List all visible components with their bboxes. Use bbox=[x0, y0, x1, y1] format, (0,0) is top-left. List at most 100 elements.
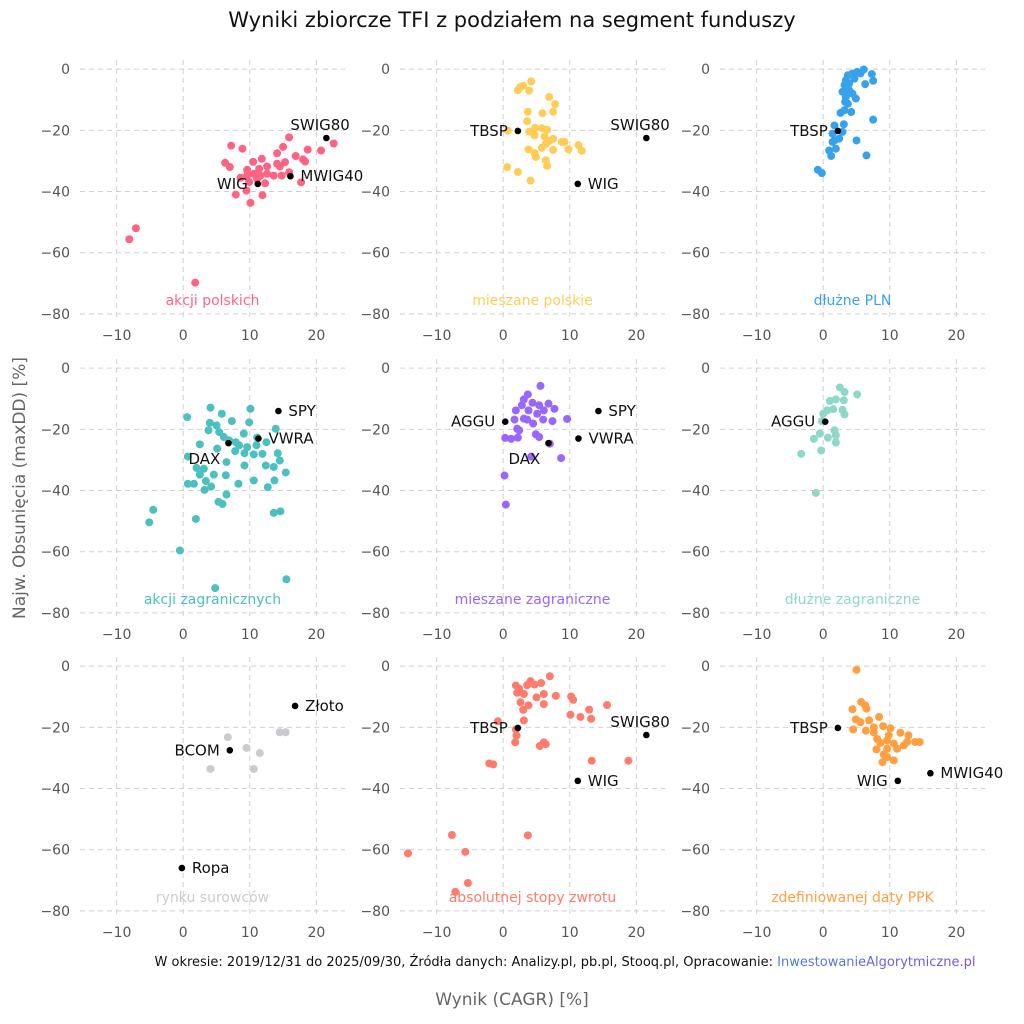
benchmark-point bbox=[834, 127, 842, 135]
y-tick-label: −20 bbox=[360, 422, 390, 438]
fund-point bbox=[131, 224, 140, 233]
fund-point bbox=[249, 764, 258, 773]
panel-6: −10 0 10 20 0 −20 −40 −60 −80 dłużne zagraniczne A… bbox=[680, 359, 985, 643]
fund-point bbox=[275, 456, 284, 465]
fund-point bbox=[574, 141, 583, 150]
x-axis-label: Wynik (CAGR) [%] bbox=[435, 990, 589, 1010]
fund-point bbox=[587, 714, 596, 723]
fund-point bbox=[869, 76, 878, 85]
y-tick-label: −20 bbox=[40, 123, 70, 139]
y-tick-label: −40 bbox=[680, 782, 710, 798]
fund-point bbox=[904, 731, 913, 740]
fund-point bbox=[269, 462, 278, 471]
fund-point bbox=[527, 77, 536, 86]
x-tick-label: 20 bbox=[947, 925, 965, 941]
fund-point bbox=[516, 698, 525, 707]
fund-point bbox=[519, 716, 528, 725]
footer-link[interactable]: InwestowanieAlgorytmiczne.pl bbox=[777, 955, 976, 970]
fund-point bbox=[899, 741, 908, 750]
fund-point bbox=[222, 458, 231, 467]
fund-point bbox=[535, 433, 544, 441]
fund-point bbox=[192, 463, 201, 472]
x-tick-label: 0 bbox=[179, 328, 188, 344]
y-tick-label: 0 bbox=[381, 62, 390, 78]
benchmark-point bbox=[254, 180, 262, 188]
benchmark-point bbox=[178, 864, 186, 872]
benchmark-label: VWRA bbox=[588, 430, 634, 448]
benchmark-point bbox=[514, 127, 522, 135]
y-tick-label: −20 bbox=[680, 422, 710, 438]
benchmark-label: TBSP bbox=[469, 719, 508, 737]
benchmark-point bbox=[255, 435, 262, 442]
fund-point bbox=[447, 831, 456, 840]
y-tick-label: −60 bbox=[680, 843, 710, 859]
fund-point bbox=[285, 133, 294, 142]
y-tick-label: −80 bbox=[680, 307, 710, 323]
fund-point bbox=[463, 879, 472, 888]
fund-point bbox=[236, 173, 245, 182]
fund-point bbox=[243, 165, 252, 174]
y-tick-label: −80 bbox=[360, 606, 390, 622]
y-tick-label: −60 bbox=[680, 545, 710, 561]
fund-point bbox=[537, 679, 546, 687]
benchmark-point bbox=[574, 777, 582, 785]
fund-point bbox=[535, 742, 544, 751]
fund-point bbox=[848, 705, 857, 714]
y-tick-label: −40 bbox=[680, 185, 710, 201]
fund-point bbox=[852, 665, 861, 674]
fund-point bbox=[566, 710, 575, 719]
panel-category-label: akcji zagranicznych bbox=[144, 592, 281, 608]
x-tick-label: 0 bbox=[819, 627, 828, 643]
fund-point bbox=[879, 722, 888, 731]
fund-point bbox=[125, 235, 134, 244]
x-tick-label: −10 bbox=[102, 328, 132, 344]
benchmark-point bbox=[821, 418, 829, 426]
fund-point bbox=[206, 764, 215, 773]
fund-point bbox=[548, 417, 557, 426]
panel-1: −10 0 10 20 0 −20 −40 −60 −80 akcji polskich SWIG8… bbox=[40, 60, 363, 344]
fund-point bbox=[531, 123, 540, 132]
fund-point bbox=[848, 89, 857, 98]
fund-point bbox=[519, 705, 528, 714]
benchmark-label: WIG bbox=[857, 772, 888, 790]
x-tick-label: 10 bbox=[561, 627, 579, 643]
x-tick-label: 10 bbox=[561, 328, 579, 344]
fund-point bbox=[889, 756, 898, 765]
fund-point bbox=[827, 152, 836, 161]
x-tick-label: 10 bbox=[241, 627, 259, 643]
fund-point bbox=[539, 700, 548, 709]
y-tick-label: −60 bbox=[680, 246, 710, 262]
fund-point bbox=[545, 672, 554, 681]
fund-point bbox=[564, 145, 573, 154]
x-tick-label: 0 bbox=[499, 627, 508, 643]
y-tick-label: −40 bbox=[360, 782, 390, 798]
y-tick-label: −20 bbox=[40, 720, 70, 736]
fund-point bbox=[840, 388, 849, 397]
y-tick-label: 0 bbox=[381, 659, 390, 675]
fund-point bbox=[240, 449, 249, 458]
fund-point bbox=[519, 690, 528, 699]
fund-point bbox=[541, 139, 550, 148]
x-tick-label: 20 bbox=[947, 328, 965, 344]
y-tick-label: −20 bbox=[360, 123, 390, 139]
fund-point bbox=[524, 406, 533, 415]
benchmark-label: MWIG40 bbox=[300, 167, 363, 185]
benchmark-label: SWIG80 bbox=[290, 116, 350, 134]
fund-point bbox=[258, 449, 267, 458]
panel-4: −10 0 10 20 0 −20 −40 −60 −80 akcji zagranicznych… bbox=[40, 359, 345, 643]
fund-point bbox=[281, 728, 290, 737]
y-tick-label: −80 bbox=[40, 904, 70, 920]
fund-point bbox=[530, 131, 539, 140]
fund-point bbox=[883, 744, 892, 753]
y-tick-label: −80 bbox=[360, 307, 390, 323]
fund-point bbox=[255, 749, 264, 758]
benchmark-label: DAX bbox=[508, 450, 540, 468]
y-tick-label: 0 bbox=[701, 62, 710, 78]
fund-point bbox=[839, 120, 848, 129]
benchmark-label: Ropa bbox=[192, 859, 230, 877]
fund-point bbox=[489, 760, 498, 769]
benchmark-label: SWIG80 bbox=[610, 713, 670, 731]
fund-point bbox=[585, 705, 594, 714]
fund-point bbox=[557, 454, 566, 463]
